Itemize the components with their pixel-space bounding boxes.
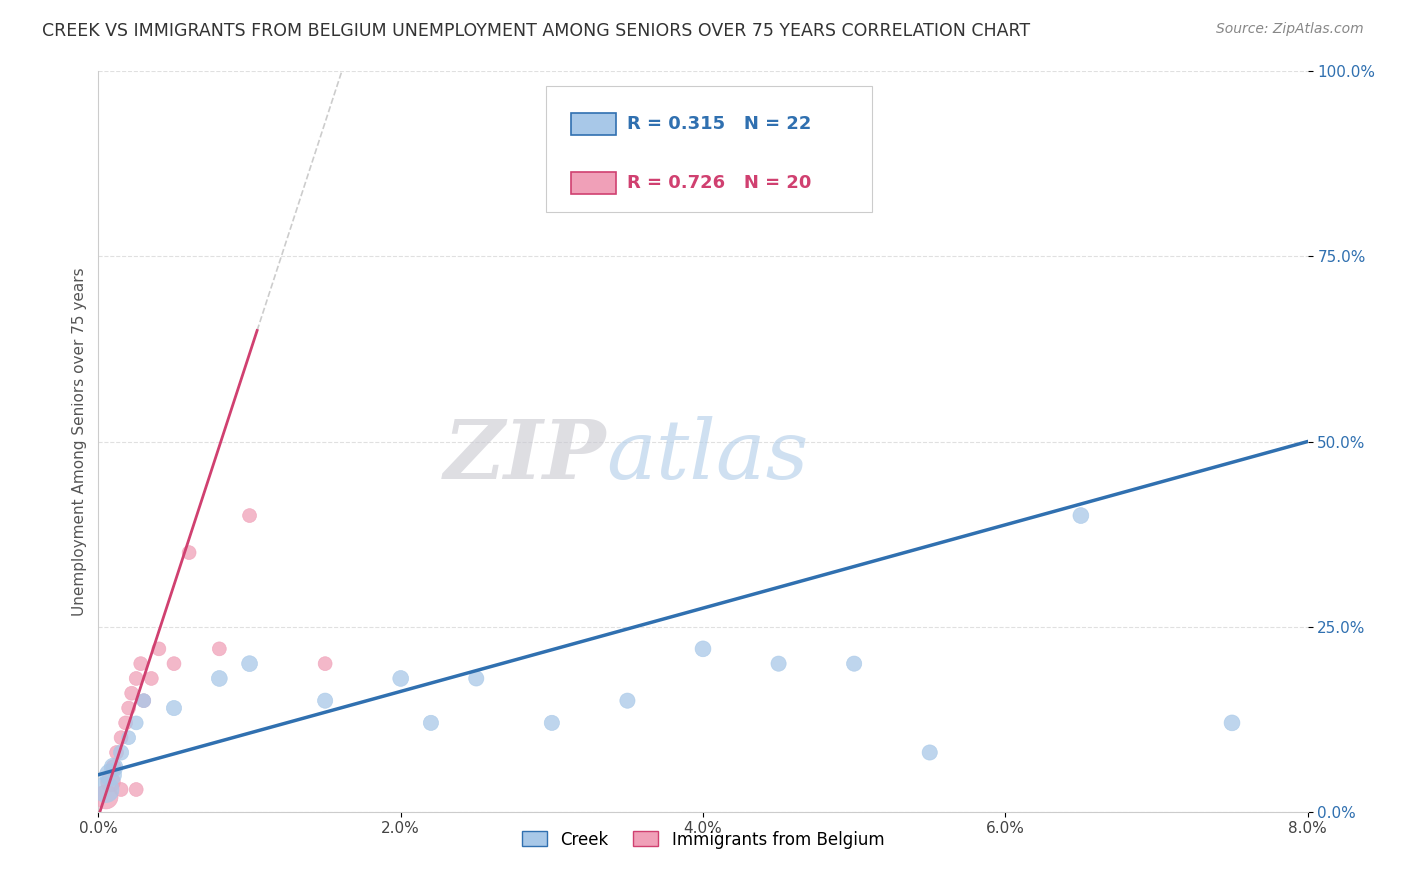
Point bbox=[125, 782, 148, 797]
Point bbox=[163, 657, 186, 671]
Point bbox=[141, 672, 163, 686]
Point bbox=[132, 694, 155, 708]
Y-axis label: Unemployment Among Seniors over 75 years: Unemployment Among Seniors over 75 years bbox=[72, 268, 87, 615]
FancyBboxPatch shape bbox=[546, 87, 872, 212]
Point bbox=[918, 746, 941, 760]
Point bbox=[114, 715, 136, 730]
Point bbox=[125, 672, 148, 686]
Point bbox=[118, 731, 141, 745]
Point bbox=[94, 782, 117, 797]
Point bbox=[132, 694, 155, 708]
Point bbox=[121, 686, 143, 700]
Point bbox=[314, 657, 336, 671]
Point bbox=[110, 782, 132, 797]
Point bbox=[768, 657, 790, 671]
Point bbox=[163, 701, 186, 715]
Point bbox=[239, 508, 262, 523]
Point bbox=[692, 641, 714, 656]
Point bbox=[110, 746, 132, 760]
Point bbox=[129, 657, 152, 671]
Point bbox=[844, 657, 866, 671]
Point bbox=[110, 731, 132, 745]
Point bbox=[1070, 508, 1092, 523]
Point bbox=[389, 672, 412, 686]
Point bbox=[94, 789, 117, 804]
Text: R = 0.315   N = 22: R = 0.315 N = 22 bbox=[627, 115, 811, 133]
Point bbox=[616, 694, 638, 708]
Point bbox=[540, 715, 562, 730]
Point bbox=[208, 672, 231, 686]
Point bbox=[118, 701, 141, 715]
Text: CREEK VS IMMIGRANTS FROM BELGIUM UNEMPLOYMENT AMONG SENIORS OVER 75 YEARS CORREL: CREEK VS IMMIGRANTS FROM BELGIUM UNEMPLO… bbox=[42, 22, 1031, 40]
Point bbox=[100, 767, 122, 781]
Point bbox=[179, 546, 201, 560]
Text: R = 0.726   N = 20: R = 0.726 N = 20 bbox=[627, 174, 811, 192]
Text: atlas: atlas bbox=[606, 417, 808, 496]
Point bbox=[148, 641, 170, 656]
Point bbox=[314, 694, 336, 708]
Point bbox=[100, 775, 122, 789]
Point bbox=[103, 760, 125, 774]
Text: Source: ZipAtlas.com: Source: ZipAtlas.com bbox=[1216, 22, 1364, 37]
Point bbox=[239, 657, 262, 671]
FancyBboxPatch shape bbox=[571, 172, 616, 194]
FancyBboxPatch shape bbox=[571, 112, 616, 135]
Point bbox=[1220, 715, 1243, 730]
Point bbox=[105, 746, 128, 760]
Point bbox=[420, 715, 443, 730]
Point bbox=[103, 760, 125, 774]
Point bbox=[465, 672, 488, 686]
Text: ZIP: ZIP bbox=[444, 417, 606, 496]
Point bbox=[208, 641, 231, 656]
Point bbox=[125, 715, 148, 730]
Legend: Creek, Immigrants from Belgium: Creek, Immigrants from Belgium bbox=[515, 824, 891, 855]
